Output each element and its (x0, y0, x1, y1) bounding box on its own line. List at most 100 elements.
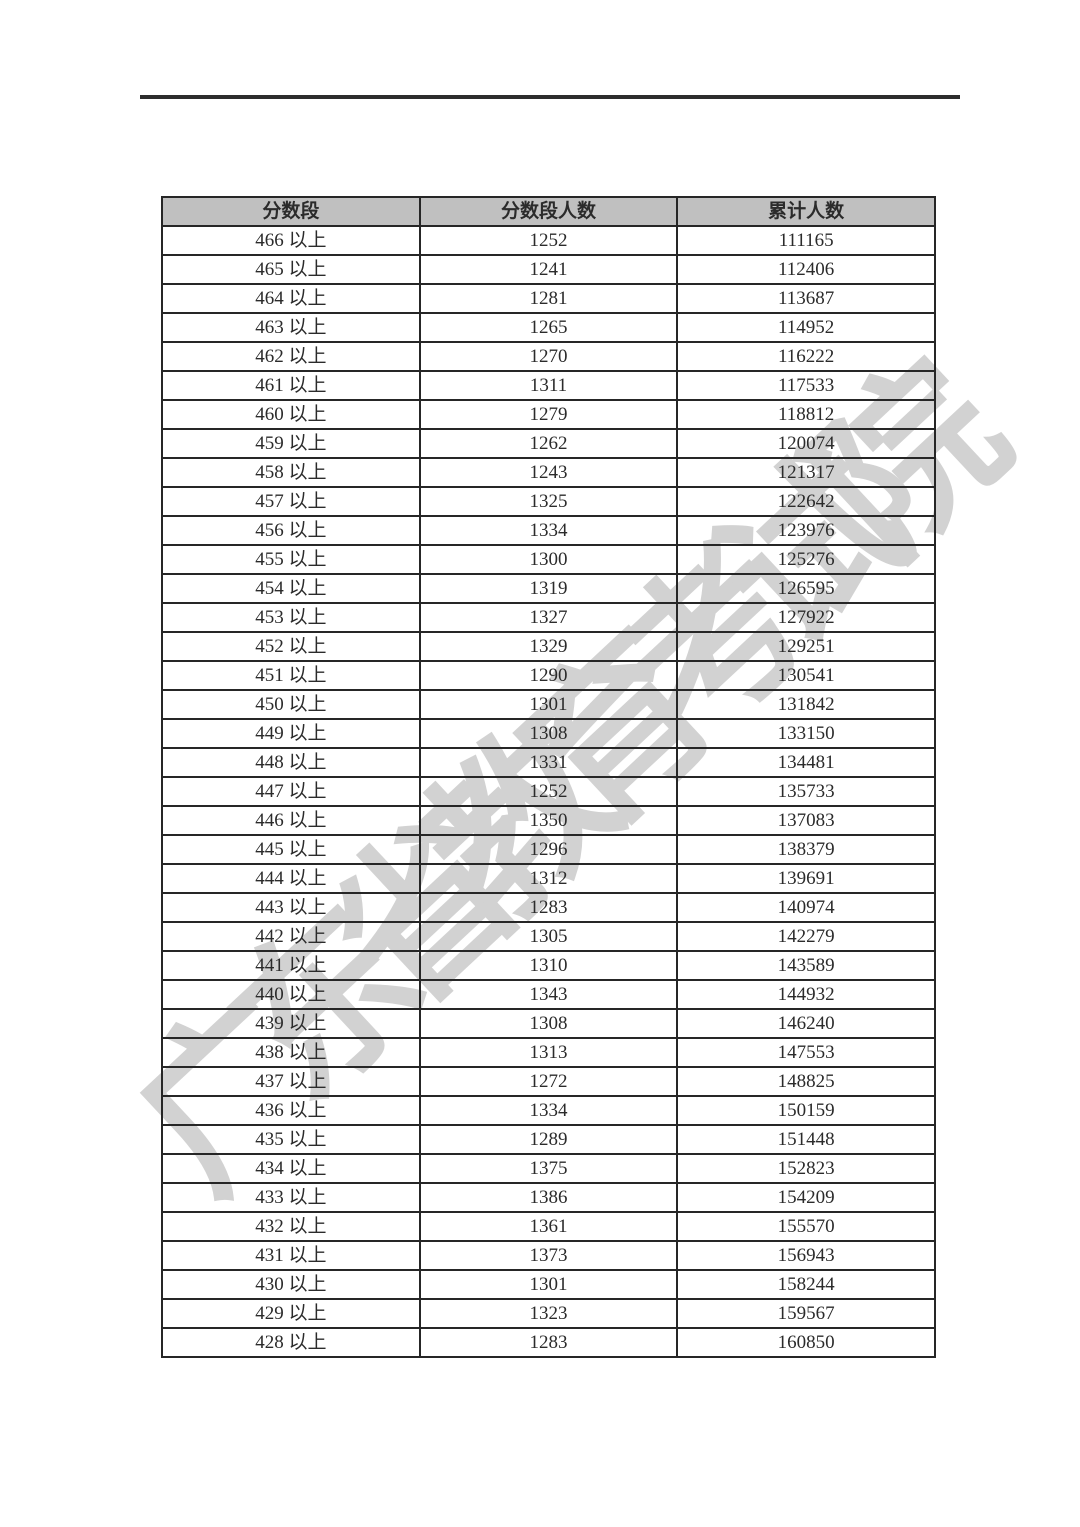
count-cell: 1361 (418, 1211, 679, 1242)
cumulative-cell: 117533 (676, 370, 936, 401)
count-cell: 1325 (418, 486, 679, 517)
segment-cell: 440 以上 (161, 979, 421, 1010)
table-row: 439 以上 1308 146240 (161, 1008, 936, 1039)
count-cell: 1386 (418, 1182, 679, 1213)
table-row: 447 以上 1252 135733 (161, 776, 936, 807)
segment-cell: 455 以上 (161, 544, 421, 575)
segment-cell: 444 以上 (161, 863, 421, 894)
cumulative-cell: 160850 (676, 1327, 936, 1358)
cumulative-cell: 150159 (676, 1095, 936, 1126)
segment-cell: 453 以上 (161, 602, 421, 633)
count-cell: 1308 (418, 1008, 679, 1039)
table-row: 443 以上 1283 140974 (161, 892, 936, 923)
segment-cell: 429 以上 (161, 1298, 421, 1329)
cumulative-cell: 131842 (676, 689, 936, 720)
segment-cell: 439 以上 (161, 1008, 421, 1039)
segment-cell: 456 以上 (161, 515, 421, 546)
table-row: 457 以上 1325 122642 (161, 486, 936, 517)
count-cell: 1311 (418, 370, 679, 401)
segment-cell: 446 以上 (161, 805, 421, 836)
table-row: 462 以上 1270 116222 (161, 341, 936, 372)
count-cell: 1241 (418, 254, 679, 285)
table-row: 448 以上 1331 134481 (161, 747, 936, 778)
segment-cell: 443 以上 (161, 892, 421, 923)
count-cell: 1312 (418, 863, 679, 894)
segment-cell: 442 以上 (161, 921, 421, 952)
cumulative-cell: 147553 (676, 1037, 936, 1068)
cumulative-cell: 123976 (676, 515, 936, 546)
segment-cell: 463 以上 (161, 312, 421, 343)
table-row: 442 以上 1305 142279 (161, 921, 936, 952)
count-cell: 1283 (418, 1327, 679, 1358)
count-cell: 1270 (418, 341, 679, 372)
cumulative-cell: 120074 (676, 428, 936, 459)
table-row: 434 以上 1375 152823 (161, 1153, 936, 1184)
count-cell: 1252 (418, 776, 679, 807)
cumulative-cell: 122642 (676, 486, 936, 517)
segment-cell: 438 以上 (161, 1037, 421, 1068)
segment-cell: 450 以上 (161, 689, 421, 720)
table-row: 433 以上 1386 154209 (161, 1182, 936, 1213)
table-row: 437 以上 1272 148825 (161, 1066, 936, 1097)
cumulative-cell: 112406 (676, 254, 936, 285)
cumulative-cell: 148825 (676, 1066, 936, 1097)
segment-cell: 462 以上 (161, 341, 421, 372)
segment-cell: 452 以上 (161, 631, 421, 662)
segment-cell: 441 以上 (161, 950, 421, 981)
segment-cell: 437 以上 (161, 1066, 421, 1097)
table-row: 460 以上 1279 118812 (161, 399, 936, 430)
segment-cell: 465 以上 (161, 254, 421, 285)
table-row: 461 以上 1311 117533 (161, 370, 936, 401)
cumulative-cell: 114952 (676, 312, 936, 343)
cumulative-cell: 125276 (676, 544, 936, 575)
count-cell: 1308 (418, 718, 679, 749)
cumulative-cell: 134481 (676, 747, 936, 778)
count-cell: 1331 (418, 747, 679, 778)
table-row: 435 以上 1289 151448 (161, 1124, 936, 1155)
cumulative-cell: 140974 (676, 892, 936, 923)
cumulative-cell: 144932 (676, 979, 936, 1010)
count-cell: 1262 (418, 428, 679, 459)
segment-cell: 466 以上 (161, 225, 421, 256)
table-row: 438 以上 1313 147553 (161, 1037, 936, 1068)
segment-cell: 433 以上 (161, 1182, 421, 1213)
table-row: 459 以上 1262 120074 (161, 428, 936, 459)
count-cell: 1305 (418, 921, 679, 952)
count-cell: 1279 (418, 399, 679, 430)
table-row: 456 以上 1334 123976 (161, 515, 936, 546)
count-cell: 1343 (418, 979, 679, 1010)
count-cell: 1301 (418, 689, 679, 720)
count-cell: 1350 (418, 805, 679, 836)
count-cell: 1289 (418, 1124, 679, 1155)
count-cell: 1310 (418, 950, 679, 981)
count-cell: 1301 (418, 1269, 679, 1300)
cumulative-cell: 137083 (676, 805, 936, 836)
table-row: 458 以上 1243 121317 (161, 457, 936, 488)
table-row: 450 以上 1301 131842 (161, 689, 936, 720)
cumulative-cell: 152823 (676, 1153, 936, 1184)
cumulative-cell: 130541 (676, 660, 936, 691)
cumulative-cell: 135733 (676, 776, 936, 807)
segment-cell: 428 以上 (161, 1327, 421, 1358)
table-row: 463 以上 1265 114952 (161, 312, 936, 343)
table-row: 449 以上 1308 133150 (161, 718, 936, 749)
table-row: 440 以上 1343 144932 (161, 979, 936, 1010)
cumulative-cell: 158244 (676, 1269, 936, 1300)
segment-cell: 454 以上 (161, 573, 421, 604)
table-row: 465 以上 1241 112406 (161, 254, 936, 285)
table-row: 428 以上 1283 160850 (161, 1327, 936, 1358)
count-cell: 1243 (418, 457, 679, 488)
table-row: 429 以上 1323 159567 (161, 1298, 936, 1329)
segment-cell: 445 以上 (161, 834, 421, 865)
table-row: 430 以上 1301 158244 (161, 1269, 936, 1300)
cumulative-cell: 127922 (676, 602, 936, 633)
count-cell: 1290 (418, 660, 679, 691)
column-header-count: 分数段人数 (418, 196, 679, 227)
count-cell: 1323 (418, 1298, 679, 1329)
cumulative-cell: 126595 (676, 573, 936, 604)
table-row: 454 以上 1319 126595 (161, 573, 936, 604)
count-cell: 1265 (418, 312, 679, 343)
count-cell: 1329 (418, 631, 679, 662)
segment-cell: 457 以上 (161, 486, 421, 517)
table-row: 436 以上 1334 150159 (161, 1095, 936, 1126)
